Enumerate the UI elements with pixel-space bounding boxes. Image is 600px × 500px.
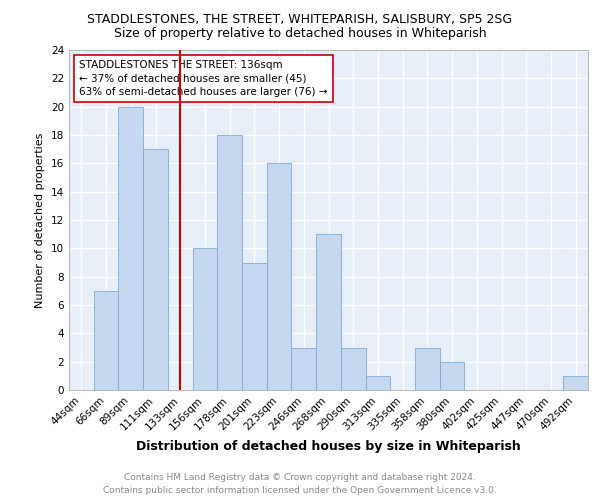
Bar [242, 262, 267, 390]
Text: Size of property relative to detached houses in Whiteparish: Size of property relative to detached ho… [113, 28, 487, 40]
X-axis label: Distribution of detached houses by size in Whiteparish: Distribution of detached houses by size … [136, 440, 521, 453]
Text: Contains HM Land Registry data © Crown copyright and database right 2024.
Contai: Contains HM Land Registry data © Crown c… [103, 474, 497, 495]
Bar [341, 348, 365, 390]
Bar [365, 376, 390, 390]
Text: STADDLESTONES, THE STREET, WHITEPARISH, SALISBURY, SP5 2SG: STADDLESTONES, THE STREET, WHITEPARISH, … [88, 12, 512, 26]
Bar [193, 248, 217, 390]
Bar [292, 348, 316, 390]
Bar [267, 164, 292, 390]
Bar [217, 135, 242, 390]
Bar [563, 376, 588, 390]
Text: STADDLESTONES THE STREET: 136sqm
← 37% of detached houses are smaller (45)
63% o: STADDLESTONES THE STREET: 136sqm ← 37% o… [79, 60, 328, 96]
Bar [143, 149, 168, 390]
Bar [94, 291, 118, 390]
Bar [440, 362, 464, 390]
Bar [316, 234, 341, 390]
Bar [415, 348, 440, 390]
Y-axis label: Number of detached properties: Number of detached properties [35, 132, 46, 308]
Bar [118, 106, 143, 390]
